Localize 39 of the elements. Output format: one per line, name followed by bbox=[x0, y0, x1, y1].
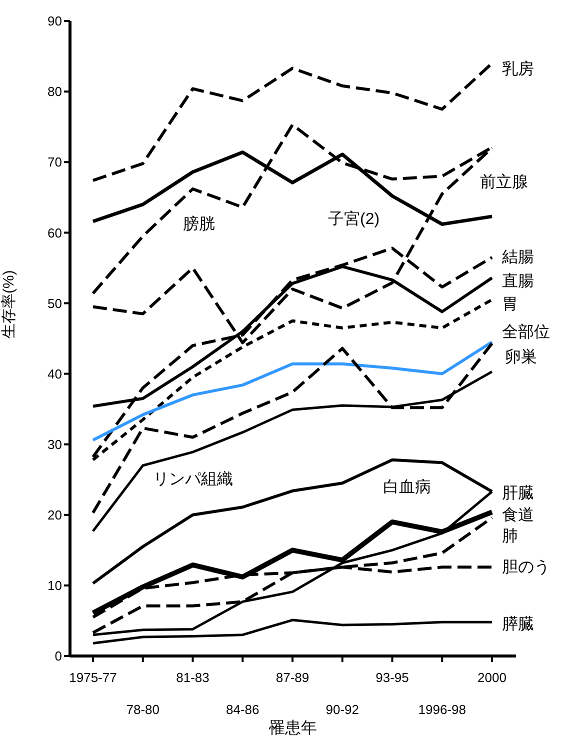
x-tick-label: 1996-98 bbox=[418, 702, 466, 717]
x-tick-label: 84-86 bbox=[226, 702, 260, 717]
x-tick-label: 81-83 bbox=[176, 670, 210, 685]
series-label: リンパ組織 bbox=[153, 470, 233, 490]
y-tick-label: 10 bbox=[48, 578, 62, 594]
y-tick-label: 50 bbox=[48, 296, 62, 311]
series-label: 卵巣 bbox=[505, 348, 537, 368]
y-tick-label: 0 bbox=[54, 648, 62, 664]
series-label: 白血病 bbox=[383, 478, 431, 498]
series-label: 肺 bbox=[502, 527, 518, 547]
x-tick-label: 2000 bbox=[478, 670, 506, 685]
y-tick-label: 20 bbox=[48, 508, 62, 523]
line-series bbox=[92, 340, 494, 442]
y-tick-label: 80 bbox=[48, 84, 62, 100]
x-tick-label: 87-89 bbox=[276, 670, 310, 685]
x-axis-title: 罹患年 bbox=[268, 719, 317, 737]
y-tick-label: 60 bbox=[48, 225, 62, 240]
y-tick-label: 70 bbox=[48, 154, 62, 170]
series-label: 肝臓 bbox=[502, 484, 534, 504]
series-label: 前立腺 bbox=[480, 173, 528, 193]
x-tick-label: 90-92 bbox=[326, 702, 359, 717]
series-label: 子宮(2) bbox=[328, 210, 380, 230]
series-label: 膵臓 bbox=[502, 615, 534, 635]
series-label: 結腸 bbox=[502, 248, 534, 268]
y-tick-label: 40 bbox=[48, 366, 62, 382]
y-axis-title: 生存率(%) bbox=[0, 270, 18, 338]
series-label: 全部位 bbox=[502, 323, 550, 343]
series-label: 直腸 bbox=[502, 272, 534, 292]
series-label: 乳房 bbox=[502, 60, 534, 80]
line-series bbox=[92, 618, 494, 645]
x-tick-label: 1975-77 bbox=[69, 670, 117, 685]
series-label: 食道 bbox=[502, 506, 534, 526]
series-label: 胆のう bbox=[502, 558, 550, 578]
y-tick-label: 30 bbox=[48, 436, 62, 452]
y-tick-label: 90 bbox=[48, 14, 62, 29]
series-label: 膀胱 bbox=[183, 215, 215, 235]
x-tick-label: 78-80 bbox=[126, 702, 160, 717]
x-tick-label: 93-95 bbox=[376, 670, 409, 685]
series-label: 胃 bbox=[502, 295, 518, 315]
